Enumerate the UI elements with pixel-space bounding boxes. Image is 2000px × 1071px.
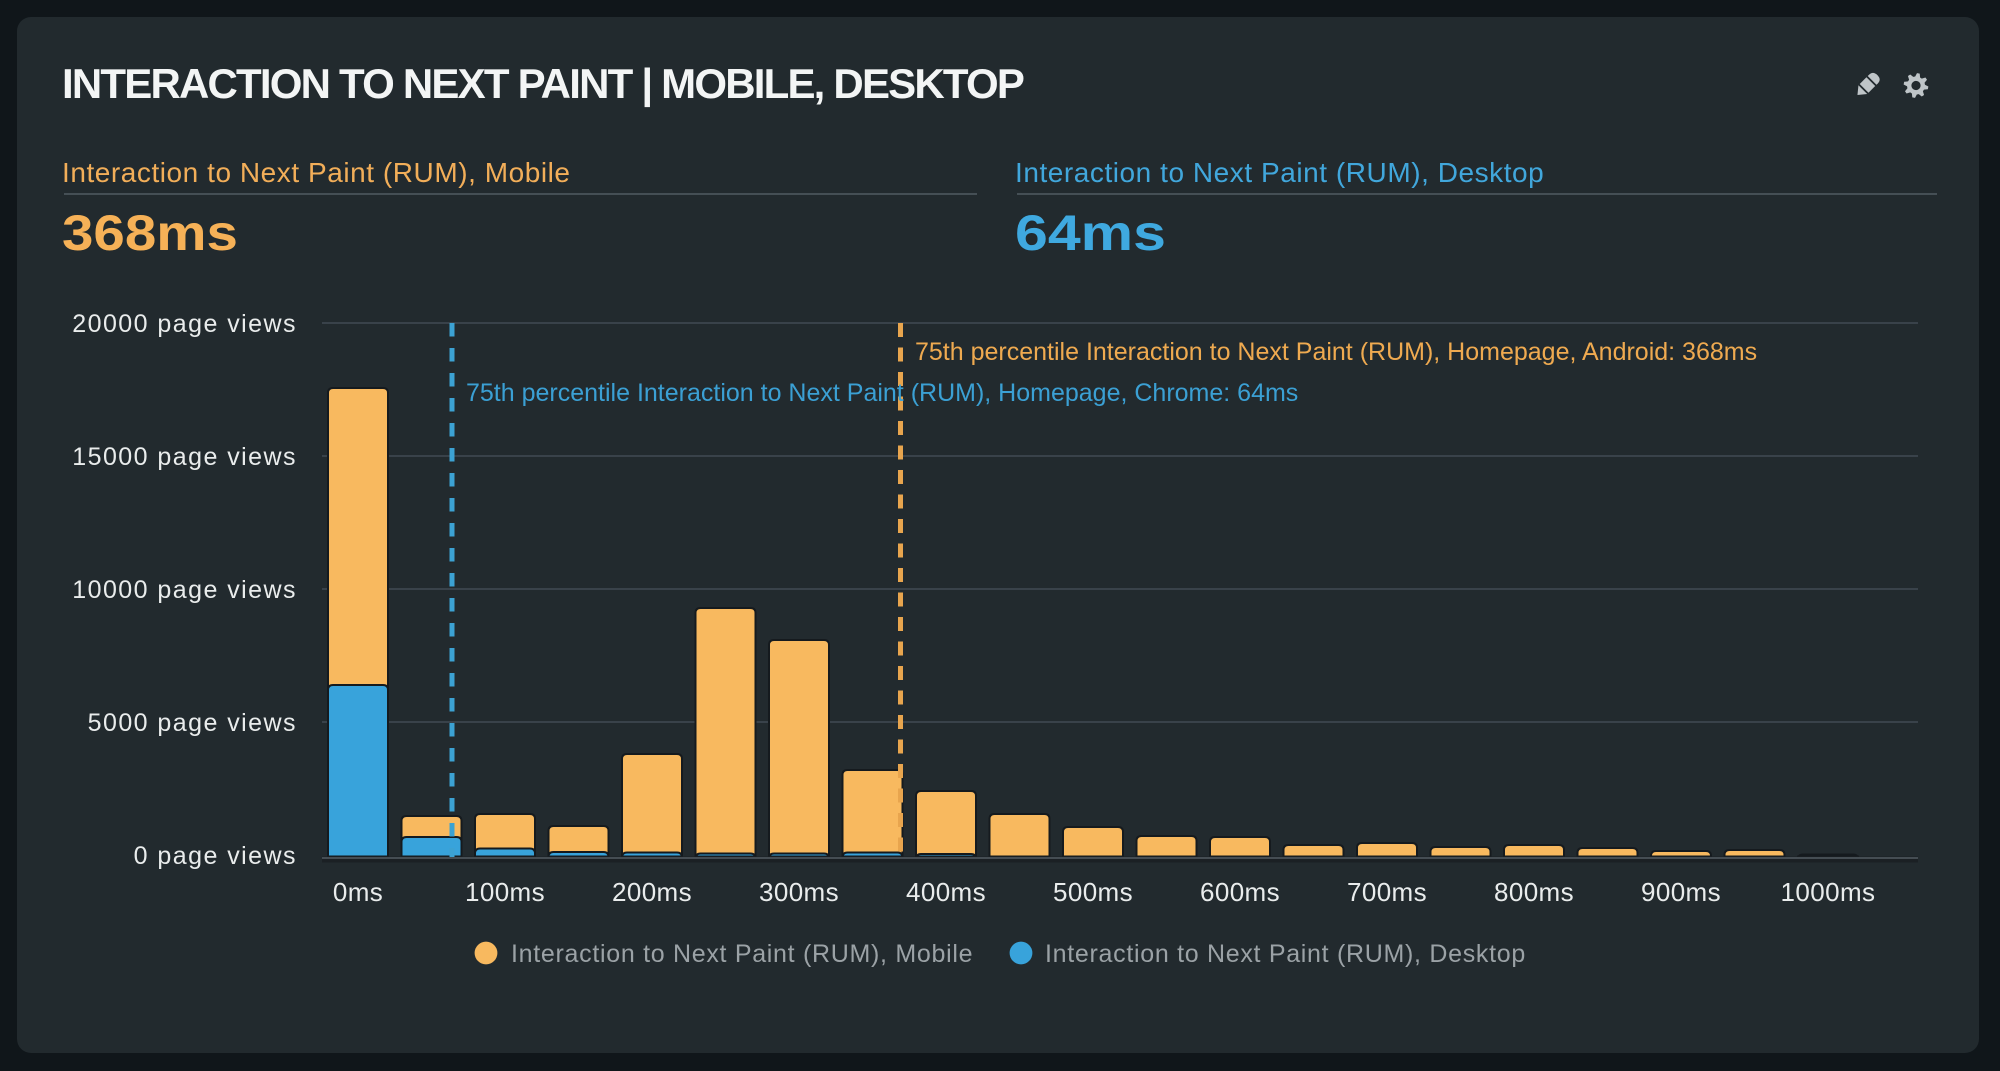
svg-text:700ms: 700ms <box>1347 877 1427 907</box>
svg-text:0 page views: 0 page views <box>134 842 297 870</box>
svg-text:800ms: 800ms <box>1494 877 1574 907</box>
svg-text:300ms: 300ms <box>759 877 839 907</box>
svg-text:Interaction to Next Paint (RUM: Interaction to Next Paint (RUM), Desktop <box>1045 940 1526 968</box>
svg-text:600ms: 600ms <box>1200 877 1280 907</box>
svg-text:15000 page views: 15000 page views <box>72 443 297 471</box>
svg-text:200ms: 200ms <box>612 877 692 907</box>
svg-text:100ms: 100ms <box>465 877 545 907</box>
svg-text:900ms: 900ms <box>1641 877 1721 907</box>
svg-text:400ms: 400ms <box>906 877 986 907</box>
svg-text:5000 page views: 5000 page views <box>88 709 297 737</box>
svg-text:75th percentile Interaction to: 75th percentile Interaction to Next Pain… <box>915 338 1757 366</box>
svg-text:75th percentile Interaction to: 75th percentile Interaction to Next Pain… <box>466 379 1298 407</box>
svg-text:10000 page views: 10000 page views <box>72 576 297 604</box>
svg-text:1000ms: 1000ms <box>1781 877 1876 907</box>
svg-text:500ms: 500ms <box>1053 877 1133 907</box>
svg-text:20000 page views: 20000 page views <box>72 310 297 338</box>
svg-text:Interaction to Next Paint (RUM: Interaction to Next Paint (RUM), Mobile <box>511 940 973 968</box>
svg-text:0ms: 0ms <box>333 877 383 907</box>
